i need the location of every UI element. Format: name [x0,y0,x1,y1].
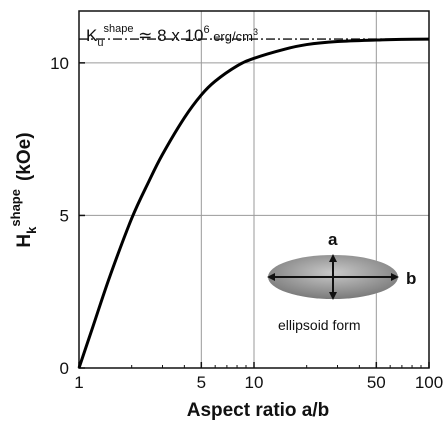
ellipsoid-inset: a b ellipsoid form [267,230,416,333]
x-tick-label: 5 [197,373,206,392]
x-tick-label: 100 [415,373,443,392]
x-axis-label: Aspect ratio a/b [187,400,330,421]
inset-caption: ellipsoid form [278,317,360,333]
inset-label-b: b [406,269,416,288]
axis-ticks: 1 5 10 50 100 0 5 10 [50,54,443,392]
y-tick-label: 0 [60,359,69,378]
x-tick-label: 1 [74,373,83,392]
series-line [77,37,430,369]
inset-label-a: a [328,230,338,249]
x-tick-label: 10 [245,373,264,392]
y-tick-label: 10 [50,54,69,73]
grid-lines [79,11,429,368]
annotation-ku: Kushape ≃ 8 x 106 erg/cm3 [86,23,258,49]
x-tick-label: 50 [367,373,386,392]
y-axis-label: Hkshape(kOe) [8,132,39,247]
y-tick-label: 5 [60,206,69,225]
